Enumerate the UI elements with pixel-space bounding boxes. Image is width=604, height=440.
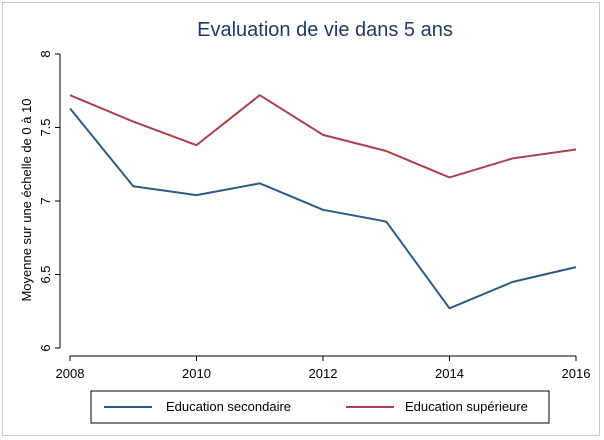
series-line-0	[69, 107, 577, 310]
legend-box	[90, 390, 550, 424]
y-tick-label: 6.5	[38, 265, 53, 283]
y-tick-label: 8	[38, 50, 53, 57]
y-tick-label: 7.5	[38, 118, 53, 136]
x-tick-label: 2012	[309, 366, 338, 381]
series-line-1	[69, 94, 577, 179]
y-tick-label: 7	[38, 197, 53, 204]
legend: Education secondaire Education supérieur…	[90, 390, 550, 424]
y-axis-label: Moyenne sur une échelle de 0 à 10	[19, 98, 34, 301]
x-axis: 2008 2010 2012 2014 2016	[56, 355, 591, 381]
x-tick-label: 2008	[56, 366, 85, 381]
series-layer	[69, 94, 577, 310]
x-tick-label: 2010	[182, 366, 211, 381]
chart-title: Evaluation de vie dans 5 ans	[197, 19, 453, 41]
legend-label-secondaire: Education secondaire	[166, 399, 291, 414]
chart-frame	[2, 2, 600, 436]
x-tick-label: 2016	[562, 366, 591, 381]
x-tick-label: 2014	[435, 366, 464, 381]
y-tick-label: 6	[38, 344, 53, 351]
y-axis: 6 6.5 7 7.5 8	[38, 50, 61, 352]
legend-label-superieure: Education supérieure	[405, 399, 528, 414]
